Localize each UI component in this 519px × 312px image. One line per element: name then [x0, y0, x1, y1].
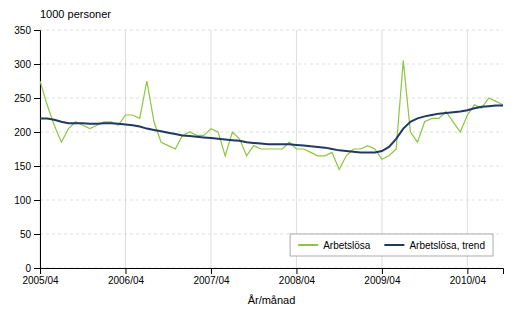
y-tick: 300 — [14, 59, 40, 70]
x-tick-label: 2010/04 — [450, 275, 487, 286]
legend: Arbetslösa Arbetslösa, trend — [290, 234, 493, 256]
x-tick: 2008/04 — [279, 268, 316, 286]
x-axis-line — [41, 269, 504, 275]
grid-line-y — [40, 30, 503, 31]
grid-line-x — [210, 30, 211, 268]
y-tick-label: 300 — [14, 59, 31, 70]
series-line — [40, 61, 503, 170]
y-tick-label: 0 — [25, 263, 31, 274]
legend-label: Arbetslösa, trend — [409, 240, 485, 251]
y-tick-mark — [34, 234, 40, 235]
y-axis-line — [34, 31, 41, 269]
grid-line-y — [40, 166, 503, 167]
y-tick-mark — [34, 30, 40, 31]
x-tick-label: 2008/04 — [279, 275, 316, 286]
y-tick-mark — [34, 166, 40, 167]
x-tick-label: 2009/04 — [364, 275, 401, 286]
x-tick: 2005/04 — [22, 268, 59, 286]
x-tick-mark — [211, 268, 212, 274]
y-axis: 0 50 100 150 200 250 300 350 — [14, 25, 40, 274]
y-tick-mark — [34, 268, 40, 269]
grid-line-x — [125, 30, 126, 268]
x-tick-label: 2006/04 — [108, 275, 145, 286]
y-tick: 0 — [25, 263, 40, 274]
y-tick-mark — [34, 64, 40, 65]
x-tick: 2010/04 — [450, 268, 487, 286]
y-axis-title: 1000 personer — [40, 8, 111, 20]
x-axis: 2005/04 2006/04 2007/04 2008/04 2009/04 2010/… — [22, 268, 503, 286]
y-tick: 50 — [20, 229, 40, 240]
y-tick-label: 100 — [14, 195, 31, 206]
x-tick-mark — [382, 268, 383, 274]
legend-item: Arbetslösa — [298, 240, 371, 251]
y-tick-label: 50 — [20, 229, 32, 240]
x-tick: 2007/04 — [193, 268, 230, 286]
x-tick-mark — [125, 268, 126, 274]
plot: 0 50 100 150 200 250 300 350 2005/04 2006/04 2007/… — [14, 25, 503, 286]
grid-line-y — [40, 132, 503, 133]
x-tick-mark — [467, 268, 468, 274]
y-tick: 200 — [14, 127, 40, 138]
y-tick-label: 250 — [14, 93, 31, 104]
legend-frame — [290, 234, 493, 256]
legend-label: Arbetslösa — [323, 240, 371, 251]
x-tick: 2009/04 — [364, 268, 401, 286]
lines — [40, 61, 503, 170]
x-tick-label: 2007/04 — [193, 275, 230, 286]
x-axis-title: År/månad — [248, 294, 296, 306]
y-tick: 250 — [14, 93, 40, 104]
grid-line-x — [381, 30, 382, 268]
legend-swatch — [298, 244, 318, 246]
y-tick: 150 — [14, 161, 40, 172]
y-tick-mark — [34, 98, 40, 99]
y-tick-label: 350 — [14, 25, 31, 36]
y-tick: 350 — [14, 25, 40, 36]
grid-line-y — [40, 64, 503, 65]
y-tick-label: 150 — [14, 161, 31, 172]
grid — [40, 30, 503, 268]
x-tick: 2006/04 — [108, 268, 145, 286]
legend-swatch — [384, 244, 404, 246]
x-tick-label: 2005/04 — [22, 275, 59, 286]
y-tick-label: 200 — [14, 127, 31, 138]
grid-line-x — [467, 30, 468, 268]
y-tick: 100 — [14, 195, 40, 206]
x-tick-mark — [296, 268, 297, 274]
x-tick-mark — [40, 268, 41, 274]
y-tick-mark — [34, 200, 40, 201]
grid-line-y — [40, 200, 503, 201]
y-tick-mark — [34, 132, 40, 133]
legend-item: Arbetslösa, trend — [384, 240, 485, 251]
series-line — [40, 105, 503, 152]
chart: 0 50 100 150 200 250 300 350 2005/04 2006/04 2007/… — [0, 0, 519, 312]
grid-line-y — [40, 98, 503, 99]
